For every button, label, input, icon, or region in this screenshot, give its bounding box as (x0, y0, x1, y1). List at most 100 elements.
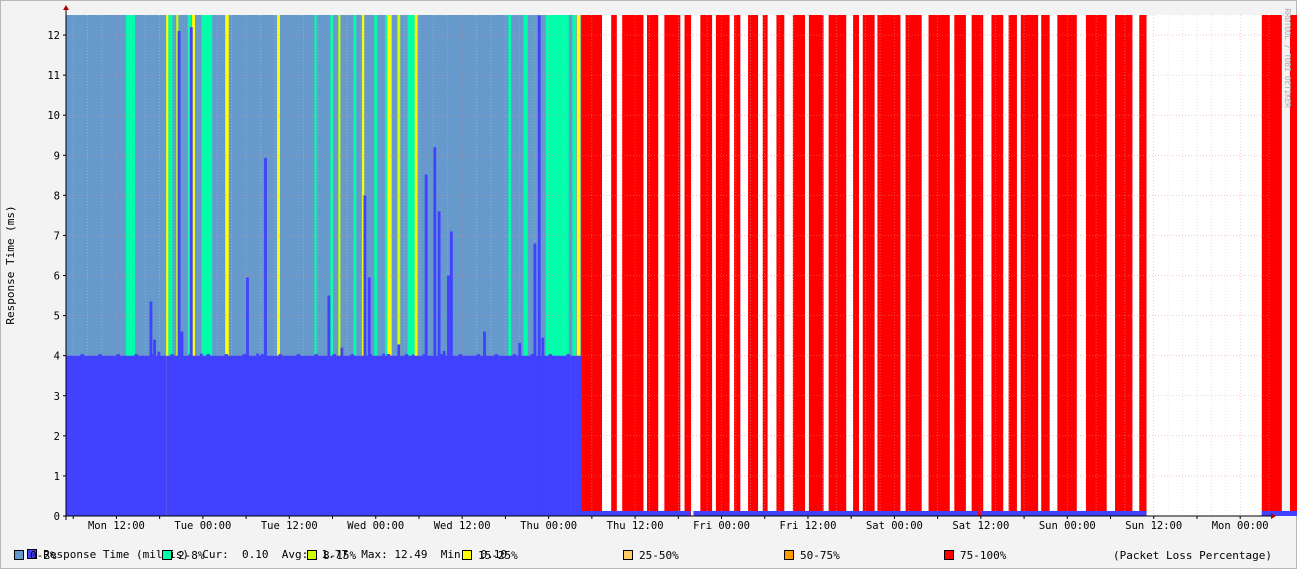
loss-band-2-8 (523, 15, 528, 516)
loss-band-2-8 (330, 15, 334, 516)
y-tick-label: 3 (54, 391, 60, 403)
y-tick-label: 11 (47, 70, 60, 82)
loss-band-15-25 (576, 15, 581, 516)
x-tick-label: Sat 12:00 (952, 520, 1009, 532)
response-time-spike (199, 353, 203, 516)
watermark: RRDTOOL / TOBI OETIKER (1283, 8, 1292, 108)
loss-band-15-25 (414, 15, 418, 516)
loss-caption: (Packet Loss Percentage) (1113, 549, 1272, 562)
y-tick-label: 6 (54, 271, 60, 283)
x-tick-label: Mon 12:00 (88, 520, 145, 532)
loss-band-2-8 (374, 15, 378, 516)
response-time-low-segment (693, 511, 978, 516)
x-tick-label: Tue 00:00 (174, 520, 231, 532)
response-time-spike (367, 277, 371, 516)
loss-band-75-100 (734, 15, 741, 516)
y-tick-label: 2 (54, 431, 60, 443)
response-time-spike (442, 350, 446, 516)
loss-band-75-100 (853, 15, 860, 516)
legend-item-loss-15-25: 15-25% (462, 549, 518, 562)
loss-band-75-100 (700, 15, 713, 516)
loss-band-75-100 (1139, 15, 1147, 516)
loss-band-75-100 (971, 15, 984, 516)
legend-label: 75-100% (960, 549, 1007, 562)
response-time-low-segment (1261, 511, 1297, 516)
legend-label: 0-2% (30, 549, 57, 562)
response-time-spike (264, 158, 267, 516)
x-tick-label: Thu 12:00 (607, 520, 664, 532)
loss-band-75-100 (646, 15, 659, 516)
response-time-spike (447, 275, 450, 516)
loss-band-15-25 (192, 15, 195, 516)
loss-band-75-100 (1289, 15, 1297, 516)
y-tick-label: 1 (54, 471, 60, 483)
x-tick-label: Wed 00:00 (347, 520, 404, 532)
legend-item-loss-2-8: 2-8% (162, 549, 205, 562)
loss-band-75-100 (664, 15, 681, 516)
loss-band-2-8 (168, 15, 173, 516)
response-time-spike (537, 15, 541, 517)
loss-band-75-100 (877, 15, 901, 516)
current-value: 0.10 (241, 548, 269, 561)
cur-label: Cur: (202, 548, 229, 561)
loss-band-8-15 (397, 15, 401, 516)
loss-band-2-8 (353, 15, 357, 516)
x-axis-arrow (1271, 513, 1276, 519)
response-time-baseline (66, 354, 582, 516)
response-time-spike (256, 353, 259, 516)
response-time-low-segment (580, 511, 691, 516)
response-time-spike (189, 27, 193, 517)
legend-item-loss-0-2: 0-2% (14, 549, 57, 562)
legend-item-loss-25-50: 25-50% (623, 549, 679, 562)
loss-band-75-100 (862, 15, 875, 516)
loss-band-75-100 (1085, 15, 1107, 516)
loss-band-15-25 (387, 15, 392, 516)
response-time-spike (177, 31, 181, 516)
response-time-spike (449, 231, 453, 516)
loss-band-15-25 (362, 15, 365, 516)
response-time-spike (363, 195, 367, 517)
legend-swatch (14, 550, 24, 560)
legend-response-time: Response Time (millis) Cur: 0.10 Avg: 1.… (14, 535, 507, 561)
loss-band-75-100 (1041, 15, 1050, 516)
maximum-value: 12.49 (394, 548, 428, 561)
loss-band-75-100 (762, 15, 768, 516)
legend-swatch (623, 550, 633, 560)
loss-band-2-8 (572, 15, 577, 516)
loss-band-75-100 (1261, 15, 1282, 516)
response-time-spike (578, 381, 582, 516)
response-time-spike (424, 174, 428, 516)
loss-band-2-8 (201, 15, 213, 516)
loss-band-2-8 (508, 15, 512, 516)
y-tick-label: 9 (54, 150, 60, 162)
response-time-spike (340, 347, 344, 516)
loss-band-2-8 (125, 15, 136, 516)
loss-band-75-100 (991, 15, 1004, 516)
average-value: 1.77 (321, 548, 348, 561)
loss-band-75-100 (1115, 15, 1133, 516)
x-tick-label: Mon 00:00 (1212, 520, 1269, 532)
loss-band-15-25 (277, 15, 280, 516)
loss-band-2-8 (314, 15, 317, 516)
y-tick-label: 7 (54, 230, 60, 242)
legend-label: 25-50% (639, 549, 679, 562)
legend-swatch (462, 550, 472, 560)
x-tick-label: Tue 12:00 (261, 520, 318, 532)
legend-label: 2-8% (178, 549, 205, 562)
loss-band-75-100 (684, 15, 692, 516)
y-tick-label: 5 (54, 311, 60, 323)
minimum-value: 0.10 (480, 548, 507, 561)
y-tick-label: 8 (54, 190, 60, 202)
response-time-series (66, 15, 1297, 517)
response-time-spike (246, 277, 249, 516)
response-time-spike (149, 301, 153, 516)
loss-band-75-100 (928, 15, 950, 516)
legend-label: 15-25% (478, 549, 518, 562)
legend-label: 8-15% (323, 549, 357, 562)
response-time-spike (437, 211, 441, 516)
loss-band-75-100 (715, 15, 730, 516)
loss-band-75-100 (611, 15, 617, 516)
loss-band-75-100 (905, 15, 922, 516)
response-time-low-segment (980, 511, 1147, 516)
